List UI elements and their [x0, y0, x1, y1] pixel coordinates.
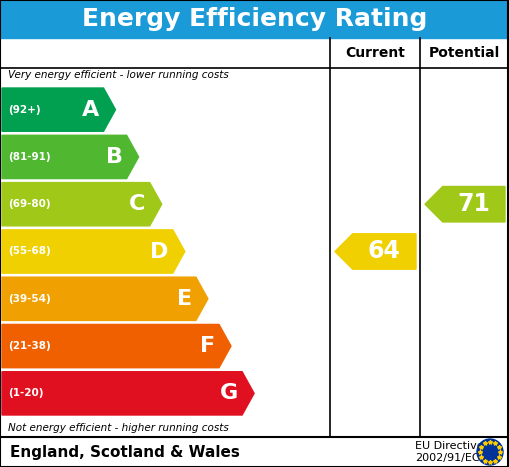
Text: Energy Efficiency Rating: Energy Efficiency Rating: [82, 7, 427, 31]
Text: (81-91): (81-91): [8, 152, 50, 162]
Polygon shape: [2, 372, 254, 415]
Text: (1-20): (1-20): [8, 389, 43, 398]
Text: 71: 71: [458, 192, 490, 216]
Circle shape: [477, 439, 503, 465]
Polygon shape: [2, 135, 138, 178]
Text: (55-68): (55-68): [8, 247, 51, 256]
Polygon shape: [2, 88, 116, 131]
Text: 64: 64: [368, 240, 401, 263]
Text: Current: Current: [345, 46, 405, 60]
Text: England, Scotland & Wales: England, Scotland & Wales: [10, 445, 240, 460]
Bar: [0, 437, 509, 467]
Bar: [0, 0, 509, 38]
Polygon shape: [2, 277, 208, 320]
Text: F: F: [200, 336, 215, 356]
Text: (21-38): (21-38): [8, 341, 51, 351]
Text: Potential: Potential: [429, 46, 500, 60]
Polygon shape: [425, 186, 505, 222]
Text: B: B: [105, 147, 123, 167]
Polygon shape: [2, 183, 162, 226]
Text: (69-80): (69-80): [8, 199, 50, 209]
Text: E: E: [177, 289, 192, 309]
Text: (92+): (92+): [8, 105, 41, 114]
Text: (39-54): (39-54): [8, 294, 51, 304]
Text: EU Directive
2002/91/EC: EU Directive 2002/91/EC: [415, 441, 484, 463]
Text: C: C: [129, 194, 146, 214]
Polygon shape: [2, 325, 231, 368]
Bar: [0, 38, 509, 437]
Text: Very energy efficient - lower running costs: Very energy efficient - lower running co…: [8, 70, 229, 80]
Text: D: D: [151, 241, 169, 262]
Text: G: G: [220, 383, 238, 403]
Polygon shape: [335, 234, 416, 269]
Polygon shape: [2, 230, 185, 273]
Text: A: A: [82, 99, 99, 120]
Text: Not energy efficient - higher running costs: Not energy efficient - higher running co…: [8, 423, 229, 433]
